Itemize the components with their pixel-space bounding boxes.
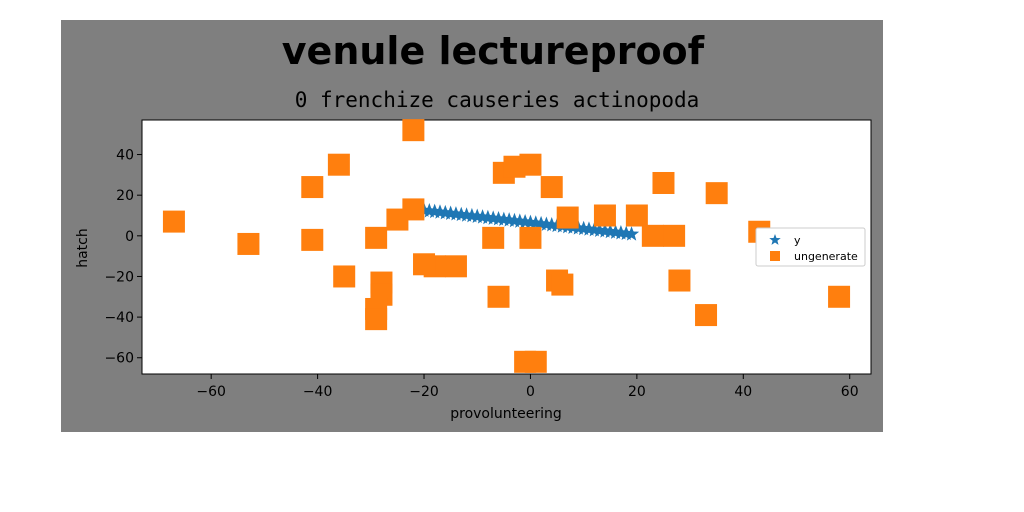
data-point-square <box>828 285 851 308</box>
data-point-square <box>668 269 691 292</box>
y-tick-label: −60 <box>104 351 134 367</box>
data-point-square <box>301 228 324 251</box>
data-point-square <box>402 198 425 221</box>
x-tick-label: −20 <box>409 384 439 400</box>
data-point-square <box>402 119 425 142</box>
x-tick-label: 40 <box>734 384 752 400</box>
x-axis-ticks: −60 −40 −20 0 20 40 60 <box>196 374 859 400</box>
data-point-square <box>482 226 505 249</box>
y-axis-label: hatch <box>75 228 91 268</box>
legend-marker-ungenerate <box>770 251 780 261</box>
y-axis-ticks: −60 −40 −20 0 20 40 <box>104 148 142 367</box>
data-point-square <box>641 224 664 247</box>
data-point-square <box>365 308 388 331</box>
y-tick-label: −20 <box>104 269 134 285</box>
data-point-square <box>551 273 574 296</box>
scatter-chart: venule lectureproof 0 frenchize causerie… <box>75 29 872 422</box>
x-tick-label: 60 <box>841 384 859 400</box>
x-tick-label: −40 <box>303 384 333 400</box>
legend-label-y: y <box>794 234 801 247</box>
data-point-square <box>652 171 675 194</box>
data-point-square <box>625 204 648 227</box>
data-series-layer <box>162 119 851 373</box>
data-point-square <box>162 210 185 233</box>
x-axis-label: provolunteering <box>450 406 562 422</box>
x-tick-label: −60 <box>196 384 226 400</box>
legend-square-icon <box>770 251 780 261</box>
legend-label-ungenerate: ungenerate <box>794 250 858 263</box>
data-point-star <box>623 226 640 241</box>
legend-star-icon <box>769 234 781 245</box>
y-tick-label: −40 <box>104 310 134 326</box>
data-point-square <box>333 265 356 288</box>
x-tick-label: 20 <box>628 384 646 400</box>
data-point-square <box>237 232 260 255</box>
chart-subtitle: 0 frenchize causeries actinopoda <box>295 88 700 112</box>
data-point-square <box>519 153 542 176</box>
data-point-square <box>365 226 388 249</box>
data-point-square <box>327 153 350 176</box>
chart-title: venule lectureproof <box>282 29 705 73</box>
y-tick-label: 40 <box>116 148 134 164</box>
legend-marker-y <box>769 234 781 245</box>
data-point-square <box>540 176 563 199</box>
x-tick-label: 0 <box>526 384 535 400</box>
data-point-square <box>556 206 579 229</box>
data-point-square <box>593 204 616 227</box>
legend: y ungenerate <box>755 227 866 267</box>
data-point-square <box>524 350 547 373</box>
series-ungenerate <box>162 119 851 373</box>
y-tick-label: 0 <box>125 229 134 245</box>
data-point-square <box>487 285 510 308</box>
data-point-square <box>695 304 718 327</box>
data-point-square <box>519 226 542 249</box>
data-point-square <box>663 224 686 247</box>
data-point-square <box>413 253 436 276</box>
data-point-square <box>301 176 324 199</box>
data-point-square <box>705 182 728 205</box>
chart-figure: venule lectureproof 0 frenchize causerie… <box>61 20 883 432</box>
legend-box <box>755 227 866 267</box>
data-point-square <box>444 255 467 278</box>
y-tick-label: 20 <box>116 188 134 204</box>
